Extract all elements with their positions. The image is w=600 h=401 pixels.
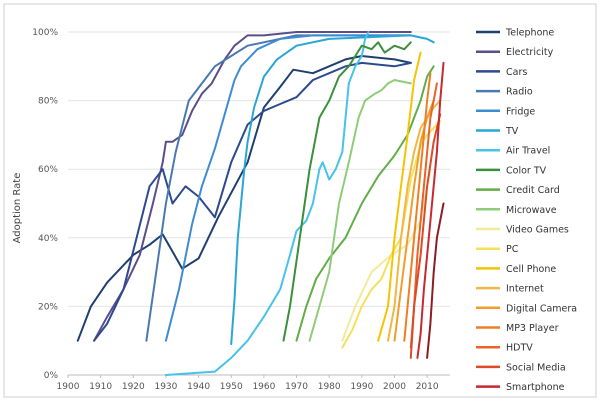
legend-label-telephone: Telephone: [505, 28, 554, 39]
series-line-tablet: [426, 202, 445, 359]
x-tick-label: 1900: [57, 382, 80, 392]
x-tick-label: 2010: [416, 382, 439, 392]
x-tick-label: 1940: [187, 382, 210, 392]
legend-label-cars: Cars: [506, 67, 527, 78]
series-line-electricity: [93, 31, 412, 342]
legend-label-digital-camera: Digital Camera: [506, 303, 577, 314]
x-tick-label: 1910: [89, 382, 112, 392]
x-tick-label: 1990: [350, 382, 373, 392]
y-tick-label: 40%: [38, 234, 58, 244]
chart-frame: [3, 3, 597, 398]
legend-label-fridge: Fridge: [506, 106, 535, 117]
series-line-radio: [145, 34, 412, 342]
series-line-social-media: [409, 113, 442, 359]
x-tick-label: 1930: [154, 382, 177, 392]
series-layer: [76, 31, 445, 376]
y-axis-label: Adoption Rate: [12, 173, 23, 244]
series-line-tv: [230, 34, 435, 346]
legend-label-microwave: Microwave: [506, 205, 557, 216]
series-line-credit-card: [295, 65, 435, 342]
x-tick-label: 2000: [383, 382, 406, 392]
series-line-smartphone: [416, 61, 445, 359]
legend-label-social-media: Social Media: [506, 362, 566, 373]
series-line-pc: [341, 120, 442, 349]
series-line-telephone: [76, 55, 412, 342]
series-line-microwave: [308, 79, 412, 342]
y-tick-label: 60%: [38, 165, 58, 175]
series-line-air-travel: [164, 31, 370, 376]
y-tick-label: 80%: [38, 97, 58, 107]
x-tick-label: 1980: [318, 382, 341, 392]
legend-label-mp3-player: MP3 Player: [506, 323, 559, 334]
legend-label-cell-phone: Cell Phone: [506, 264, 556, 275]
y-tick-label: 100%: [32, 28, 58, 38]
series-line-cars: [93, 61, 412, 342]
grid-layer: [3, 3, 597, 398]
legend-label-video-games: Video Games: [506, 225, 569, 236]
y-tick-label: 20%: [38, 302, 58, 312]
legend-label-tv: TV: [505, 126, 519, 137]
legend-label-internet: Internet: [506, 284, 544, 295]
series-line-cell-phone: [377, 51, 422, 342]
legend-label-radio: Radio: [506, 87, 533, 98]
series-line-fridge: [164, 34, 412, 342]
x-tick-label: 1960: [252, 382, 275, 392]
y-tick-label: 0%: [44, 371, 59, 381]
x-tick-label: 1920: [122, 382, 145, 392]
legend-label-hdtv: HDTV: [506, 343, 533, 354]
legend-label-pc: PC: [506, 244, 519, 255]
series-line-color-tv: [282, 41, 412, 342]
series-line-mp3-player: [403, 72, 432, 342]
legend-label-smartphone: Smartphone: [506, 382, 565, 393]
x-tick-label: 1970: [285, 382, 308, 392]
legend-label-electricity: Electricity: [506, 47, 554, 58]
axis-layer: 0% 20% 40% 60% 80% 100% 1900 1910 1920 1930 1940 19…: [32, 28, 450, 392]
legend-label-color-tv: Color TV: [506, 165, 547, 176]
series-line-digital-camera: [393, 99, 435, 342]
legend: Telephone Electricity Cars Radio Fridge TV Air…: [476, 28, 577, 393]
legend-label-air-travel: Air Travel: [506, 146, 550, 157]
x-tick-label: 1950: [220, 382, 243, 392]
legend-label-credit-card: Credit Card: [506, 185, 560, 196]
